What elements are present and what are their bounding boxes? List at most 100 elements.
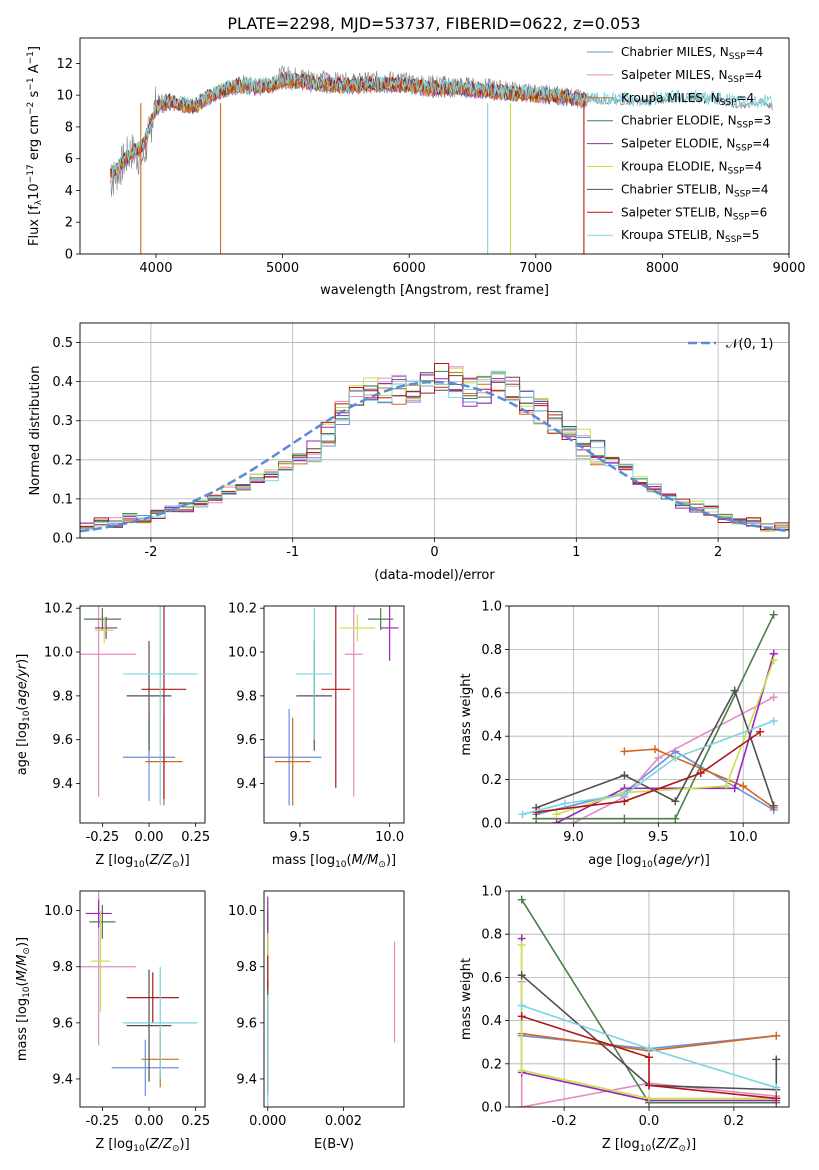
weight-point-marker [769, 656, 778, 665]
tick-label-y: 10.0 [44, 646, 73, 661]
legend-entry-label: Chabrier STELIB, NSSP=4 [621, 182, 769, 199]
weight-point-marker [552, 819, 561, 823]
tick-label-x: 0 [430, 545, 438, 560]
tick-label-x: 0.25 [181, 1114, 210, 1129]
weight-point-marker [671, 753, 680, 762]
tick-label-x: -1 [286, 545, 299, 560]
residuals-plot-area [80, 363, 789, 533]
errorbar-point [80, 606, 136, 797]
tick-label-x: -0.25 [86, 830, 120, 845]
weight-point-marker [552, 810, 561, 819]
x-axis-label: wavelength [Angstrom, rest frame] [320, 283, 549, 298]
tick-label-x: 0.00 [135, 830, 164, 845]
x-axis-label: age [log10(age/yr)] [588, 853, 710, 870]
residuals-panel: -2 -1 0 1 2 0.0 0.1 0.2 0.3 0.4 0.5 (data-model)/er… [28, 322, 790, 583]
weight-point-marker [769, 693, 778, 702]
weight-point-marker [620, 790, 629, 799]
tick-label-y: 9.4 [236, 777, 257, 792]
weight-point-marker [518, 810, 527, 819]
tick-label-x: 9000 [772, 261, 805, 276]
y-axis-label: mass weight [459, 958, 474, 1040]
errorbar-point [339, 614, 376, 642]
tick-label-x: 7000 [519, 261, 552, 276]
axes-frame [79, 605, 206, 824]
errorbar-point [91, 910, 110, 1012]
errorbar-point [126, 969, 172, 1082]
tick-label-y: 0.0 [481, 817, 502, 832]
tick-label-y: 10.0 [228, 646, 257, 661]
tick-label-y: 0.1 [52, 492, 73, 507]
tick-label-x: 10.0 [729, 830, 758, 845]
tick-label-y: 0.6 [481, 686, 502, 701]
weight-point-marker [772, 1083, 781, 1092]
tick-label-y: 0.4 [481, 730, 502, 745]
errorbar-point [94, 616, 114, 644]
weight-point-marker [769, 717, 778, 726]
errorbar-point [344, 606, 363, 797]
weight-point-marker [517, 895, 526, 904]
tick-label-y: 9.8 [52, 689, 73, 704]
tick-label-y: 10.0 [228, 904, 257, 919]
errorbar-point [274, 717, 311, 806]
mass-vs-Z-panel: -0.25 0.00 0.25 9.4 9.6 9.8 10.0 Z [log10(Z/Z⊙)… [15, 890, 210, 1154]
weight-point-marker [650, 745, 659, 754]
weight-point-marker [730, 784, 739, 793]
x-axis-label: mass [log10(M/M⊙)] [272, 853, 396, 870]
weight-point-marker [769, 610, 778, 619]
errorbar-point [141, 606, 187, 799]
tick-label-x: 0.2 [724, 1114, 745, 1129]
x-axis-label: Z [log10(Z/Z⊙)] [95, 1137, 189, 1154]
tick-label-y: 0.8 [481, 643, 502, 658]
weight-point-marker [561, 799, 569, 808]
spectrum-panel: 4000 5000 6000 7000 8000 9000 0 2 4 6 8 10 12 wavelen… [26, 37, 806, 298]
y-axis-label: age [log10(age/yr)] [15, 654, 32, 776]
tick-label-x: 4000 [139, 261, 172, 276]
errorbar-point [321, 606, 351, 788]
age-vs-Z-panel: -0.25 0.00 0.25 9.4 9.6 9.8 10.0 10.2 Z [log10(Z… [15, 602, 210, 870]
errorbar-point [85, 899, 112, 928]
legend-entry-label: Chabrier MILES, NSSP=4 [621, 45, 763, 62]
tick-label-y: 9.4 [236, 1072, 257, 1087]
weight-vs-Z-plot-area [517, 895, 781, 1107]
tick-label-x: 1 [572, 545, 580, 560]
legend-entry-label: Salpeter ELODIE, NSSP=4 [621, 137, 770, 154]
legend-entry-label: 𝒩(0, 1) [726, 337, 773, 352]
legend-entry-label: Kroupa STELIB, NSSP=5 [621, 228, 759, 245]
errorbar-point [126, 972, 179, 1023]
tick-label-x: 9.5 [290, 830, 311, 845]
weight-vs-Z-panel: -0.2 0.0 0.2 0.0 0.2 0.4 0.6 0.8 1.0 Z [log10(Z/Z… [459, 885, 790, 1154]
tick-label-y: 6 [65, 152, 73, 167]
x-axis-label: Z [log10(Z/Z⊙)] [95, 853, 189, 870]
tick-label-y: 2 [65, 216, 73, 231]
tick-label-y: 0.0 [52, 532, 73, 547]
tick-label-y: 9.6 [236, 1016, 257, 1031]
weight-point-marker [517, 1012, 526, 1021]
tick-label-x: 9.0 [563, 830, 584, 845]
weight-point-marker [671, 797, 680, 806]
tick-label-x: 9.5 [648, 830, 669, 845]
weight-point-marker [517, 1066, 526, 1075]
tick-label-x: 0.002 [325, 1114, 362, 1129]
weight-point-marker [645, 1053, 653, 1062]
legend-entry-label: Chabrier ELODIE, NSSP=3 [621, 114, 771, 131]
weight-point-marker [645, 1081, 653, 1090]
errorbar-point [122, 606, 198, 806]
errorbar-point [122, 966, 198, 1079]
weight-point-marker [569, 819, 578, 823]
weight-point-marker [696, 769, 705, 778]
tick-label-y: 9.8 [236, 689, 257, 704]
tick-label-y: 0.2 [481, 773, 502, 788]
errorbar-point [111, 1039, 179, 1096]
tick-label-x: 0.000 [249, 1114, 286, 1129]
weight-series-line [521, 1015, 777, 1100]
tick-label-y: 0.0 [481, 1101, 502, 1116]
errorbar-point [264, 709, 322, 806]
tick-label-x: 2 [714, 545, 722, 560]
weight-point-marker [730, 686, 739, 695]
mass-vs-ebv-plot-area [267, 896, 396, 1107]
y-axis-label: Normed distribution [28, 366, 43, 496]
weight-vs-age-panel: 9.0 9.5 10.0 0.0 0.2 0.4 0.6 0.8 1.0 age [log10(a… [459, 600, 790, 870]
figure-title: PLATE=2298, MJD=53737, FIBERID=0622, z=0… [227, 14, 640, 33]
tick-label-y: 9.8 [236, 960, 257, 975]
